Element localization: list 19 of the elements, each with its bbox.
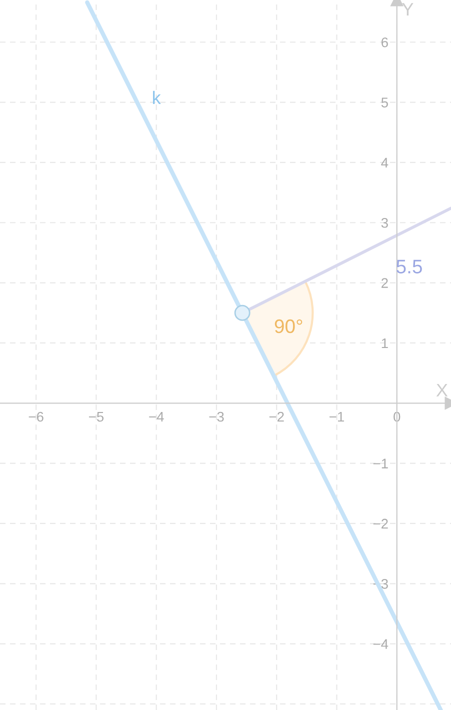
y-tick-label: −2: [373, 518, 388, 529]
annotation: 5.5: [396, 260, 422, 274]
annotation: 90°: [274, 319, 302, 334]
y-tick-label: 4: [381, 158, 388, 168]
x-tick-label: −5: [88, 412, 104, 422]
x-tick-label: −2: [269, 412, 284, 422]
x-tick-label: −6: [28, 412, 44, 422]
y-tick-label: 3: [381, 218, 388, 228]
series-label: k: [153, 90, 161, 104]
x-tick-label: 0: [394, 412, 400, 422]
x-tick-label: −1: [330, 412, 344, 422]
x-tick-label: −4: [149, 412, 164, 422]
y-tick-label: 1: [382, 338, 388, 348]
y-tick-label: 6: [382, 37, 388, 48]
y-tick-label: −4: [373, 639, 388, 649]
y-tick-label: 2: [382, 278, 388, 288]
y-tick-label: 5: [381, 98, 388, 108]
x-tick-label: −3: [209, 412, 224, 422]
y-tick-label: −1: [373, 458, 388, 468]
